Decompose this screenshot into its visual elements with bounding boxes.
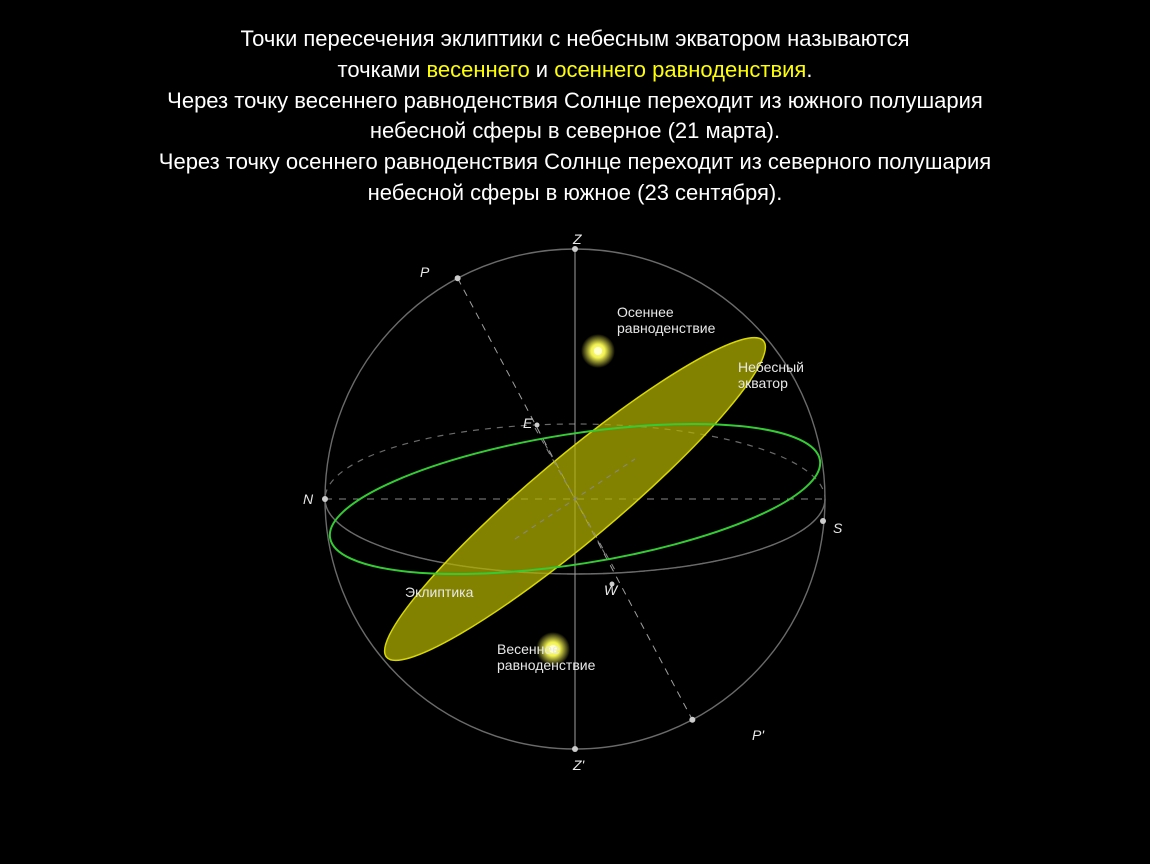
line5: Через точку осеннего равноденствия Солнц… — [159, 149, 991, 174]
label-celestial-equator: Небесный экватор — [738, 359, 804, 391]
label-N: N — [303, 491, 313, 507]
description-text: Точки пересечения эклиптики с небесным э… — [0, 0, 1150, 209]
sphere-svg — [0, 209, 1150, 809]
line6: небесной сферы в южное (23 сентября). — [368, 180, 783, 205]
label-autumn-equinox: Осеннее равноденствие — [617, 304, 715, 336]
line2e: . — [806, 57, 812, 82]
line2-highlight-spring: весеннего — [426, 57, 529, 82]
line3: Через точку весеннего равноденствия Солн… — [167, 88, 983, 113]
line2-highlight-autumn: осеннего равноденствия — [554, 57, 806, 82]
label-W: W — [604, 582, 617, 598]
line2a: точками — [338, 57, 427, 82]
celestial-sphere-diagram: Z Z' P P' N S E W Осеннее равноденствие … — [0, 209, 1150, 809]
line2c: и — [530, 57, 555, 82]
label-S: S — [833, 520, 842, 536]
label-ecliptic: Эклиптика — [405, 584, 473, 600]
label-spring-equinox: Весеннее равноденствие — [497, 641, 595, 673]
label-Pp: P' — [752, 727, 764, 743]
label-Zp: Z' — [573, 757, 584, 773]
label-P: P — [420, 264, 429, 280]
line1: Точки пересечения эклиптики с небесным э… — [240, 26, 909, 51]
label-E: E — [523, 415, 532, 431]
line4: небесной сферы в северное (21 марта). — [370, 118, 780, 143]
label-Z: Z — [573, 231, 582, 247]
